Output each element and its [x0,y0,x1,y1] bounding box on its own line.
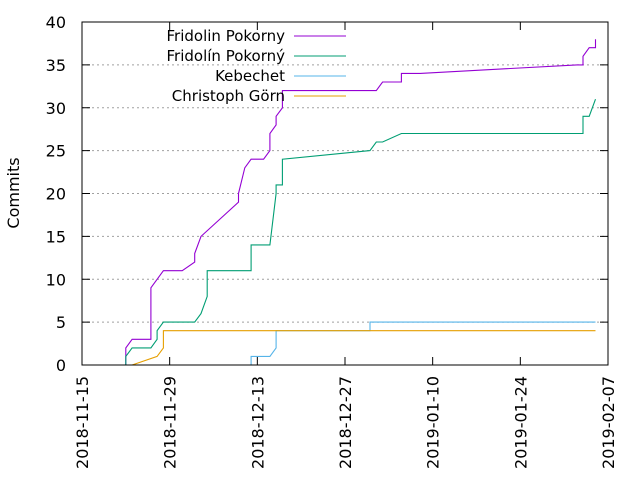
series-line-3 [250,321,596,365]
y-tick-label: 15 [46,227,66,246]
y-tick-label: 25 [46,142,66,161]
x-tick-label: 2019-01-24 [511,376,530,469]
x-tick-label: 2019-02-07 [599,376,618,469]
y-tick-label: 5 [56,313,66,332]
legend-label: Fridolin Pokorny [167,27,286,45]
series-line-4 [131,330,596,366]
x-tick-label: 2018-11-15 [73,376,92,469]
legend-label: Kebechet [215,67,285,85]
legend-label: Christoph Görn [172,87,285,105]
x-tick-label: 2018-12-27 [336,376,355,469]
y-tick-label: 35 [46,56,66,75]
legend: Fridolin Pokorny Fridolín Pokorný Kebechet… [167,27,346,105]
y-tick-label: 10 [46,270,66,289]
x-tick-label: 2018-11-29 [161,376,180,469]
grid-layer [82,64,608,323]
x-tick-label: 2019-01-10 [424,376,443,469]
y-axis-title: Commits [4,157,23,228]
ticks-layer: 0 5 10 15 20 25 30 35 40 2018-11-15 2018-11-29 2018… [46,13,618,469]
y-tick-label: 0 [56,356,66,375]
series-line-2 [125,99,597,365]
plot-frame [81,21,609,366]
series-layer [125,39,597,366]
y-tick-label: 20 [46,185,66,204]
legend-label: Fridolín Pokorný [167,47,286,65]
series-line-1 [125,39,597,365]
x-tick-label: 2018-12-13 [248,376,267,469]
y-tick-label: 40 [46,13,66,32]
y-tick-label: 30 [46,99,66,118]
